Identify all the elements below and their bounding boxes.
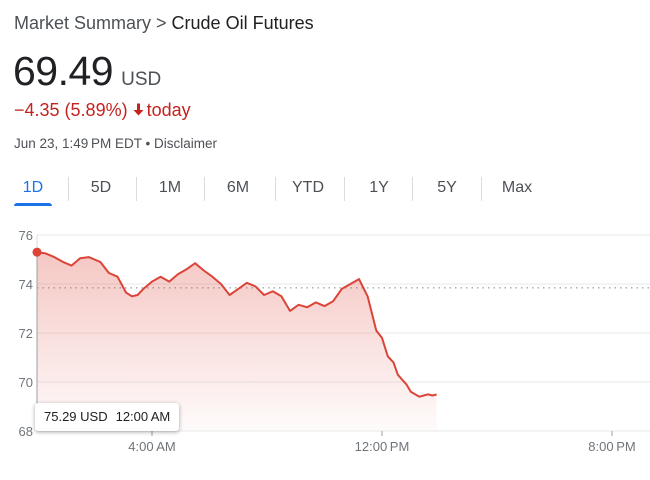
tab-6m[interactable]: 6M xyxy=(226,179,250,196)
y-tick-label: 70 xyxy=(19,375,33,390)
tab-divider xyxy=(68,177,69,201)
y-tick-label: 68 xyxy=(19,424,33,439)
chart-tooltip: 75.29 USD 12:00 AM xyxy=(35,403,180,431)
tab-divider xyxy=(344,177,345,201)
x-tick-label: 4:00 AM xyxy=(128,439,175,454)
tab-divider xyxy=(275,177,276,201)
tab-max[interactable]: Max xyxy=(501,179,533,196)
disclaimer-link[interactable]: Disclaimer xyxy=(154,136,218,151)
breadcrumb-market-summary-link[interactable]: Market Summary xyxy=(14,13,152,33)
tooltip-value: 75.29 USD xyxy=(44,409,108,424)
change-value: −4.35 (5.89%) xyxy=(14,100,128,120)
tab-ytd[interactable]: YTD xyxy=(292,179,324,196)
x-tick-label: 12:00 PM xyxy=(355,439,410,454)
breadcrumb: Market Summary > Crude Oil Futures xyxy=(14,13,314,34)
tooltip-time: 12:00 AM xyxy=(115,409,171,424)
y-tick-label: 76 xyxy=(19,228,33,243)
arrow-down-icon xyxy=(133,100,144,121)
tab-divider xyxy=(481,177,482,201)
timestamp: Jun 23, 1:49 PM EDT xyxy=(14,136,142,151)
price-change: −4.35 (5.89%) today xyxy=(14,100,191,121)
price-row: 69.49 USD xyxy=(13,48,161,95)
breadcrumb-separator: > xyxy=(156,13,167,33)
tab-1m[interactable]: 1M xyxy=(158,179,182,196)
time-range-tabs: 1D 5D 1M 6M YTD 1Y 5Y Max xyxy=(0,172,650,206)
tab-divider xyxy=(204,177,205,201)
tab-1d[interactable]: 1D xyxy=(14,172,52,206)
price-line xyxy=(36,251,437,398)
tab-1y[interactable]: 1Y xyxy=(369,179,389,196)
tab-5d[interactable]: 5D xyxy=(90,179,112,196)
price-chart[interactable]: 76 74 72 70 68 4:00 AM 12:00 PM 8:00 PM xyxy=(0,220,650,470)
y-tick-label: 72 xyxy=(19,326,33,341)
tab-5y[interactable]: 5Y xyxy=(437,179,457,196)
page-title: Crude Oil Futures xyxy=(171,13,314,33)
y-tick-label: 74 xyxy=(19,277,33,292)
tab-divider xyxy=(136,177,137,201)
x-tick-label: 8:00 PM xyxy=(588,439,635,454)
currency-label: USD xyxy=(121,69,162,90)
current-price: 69.49 xyxy=(13,48,114,94)
change-period: today xyxy=(146,100,191,120)
quote-meta: Jun 23, 1:49 PM EDT • Disclaimer xyxy=(14,136,217,151)
hover-point xyxy=(32,247,42,257)
tab-divider xyxy=(412,177,413,201)
meta-separator: • xyxy=(145,136,151,151)
